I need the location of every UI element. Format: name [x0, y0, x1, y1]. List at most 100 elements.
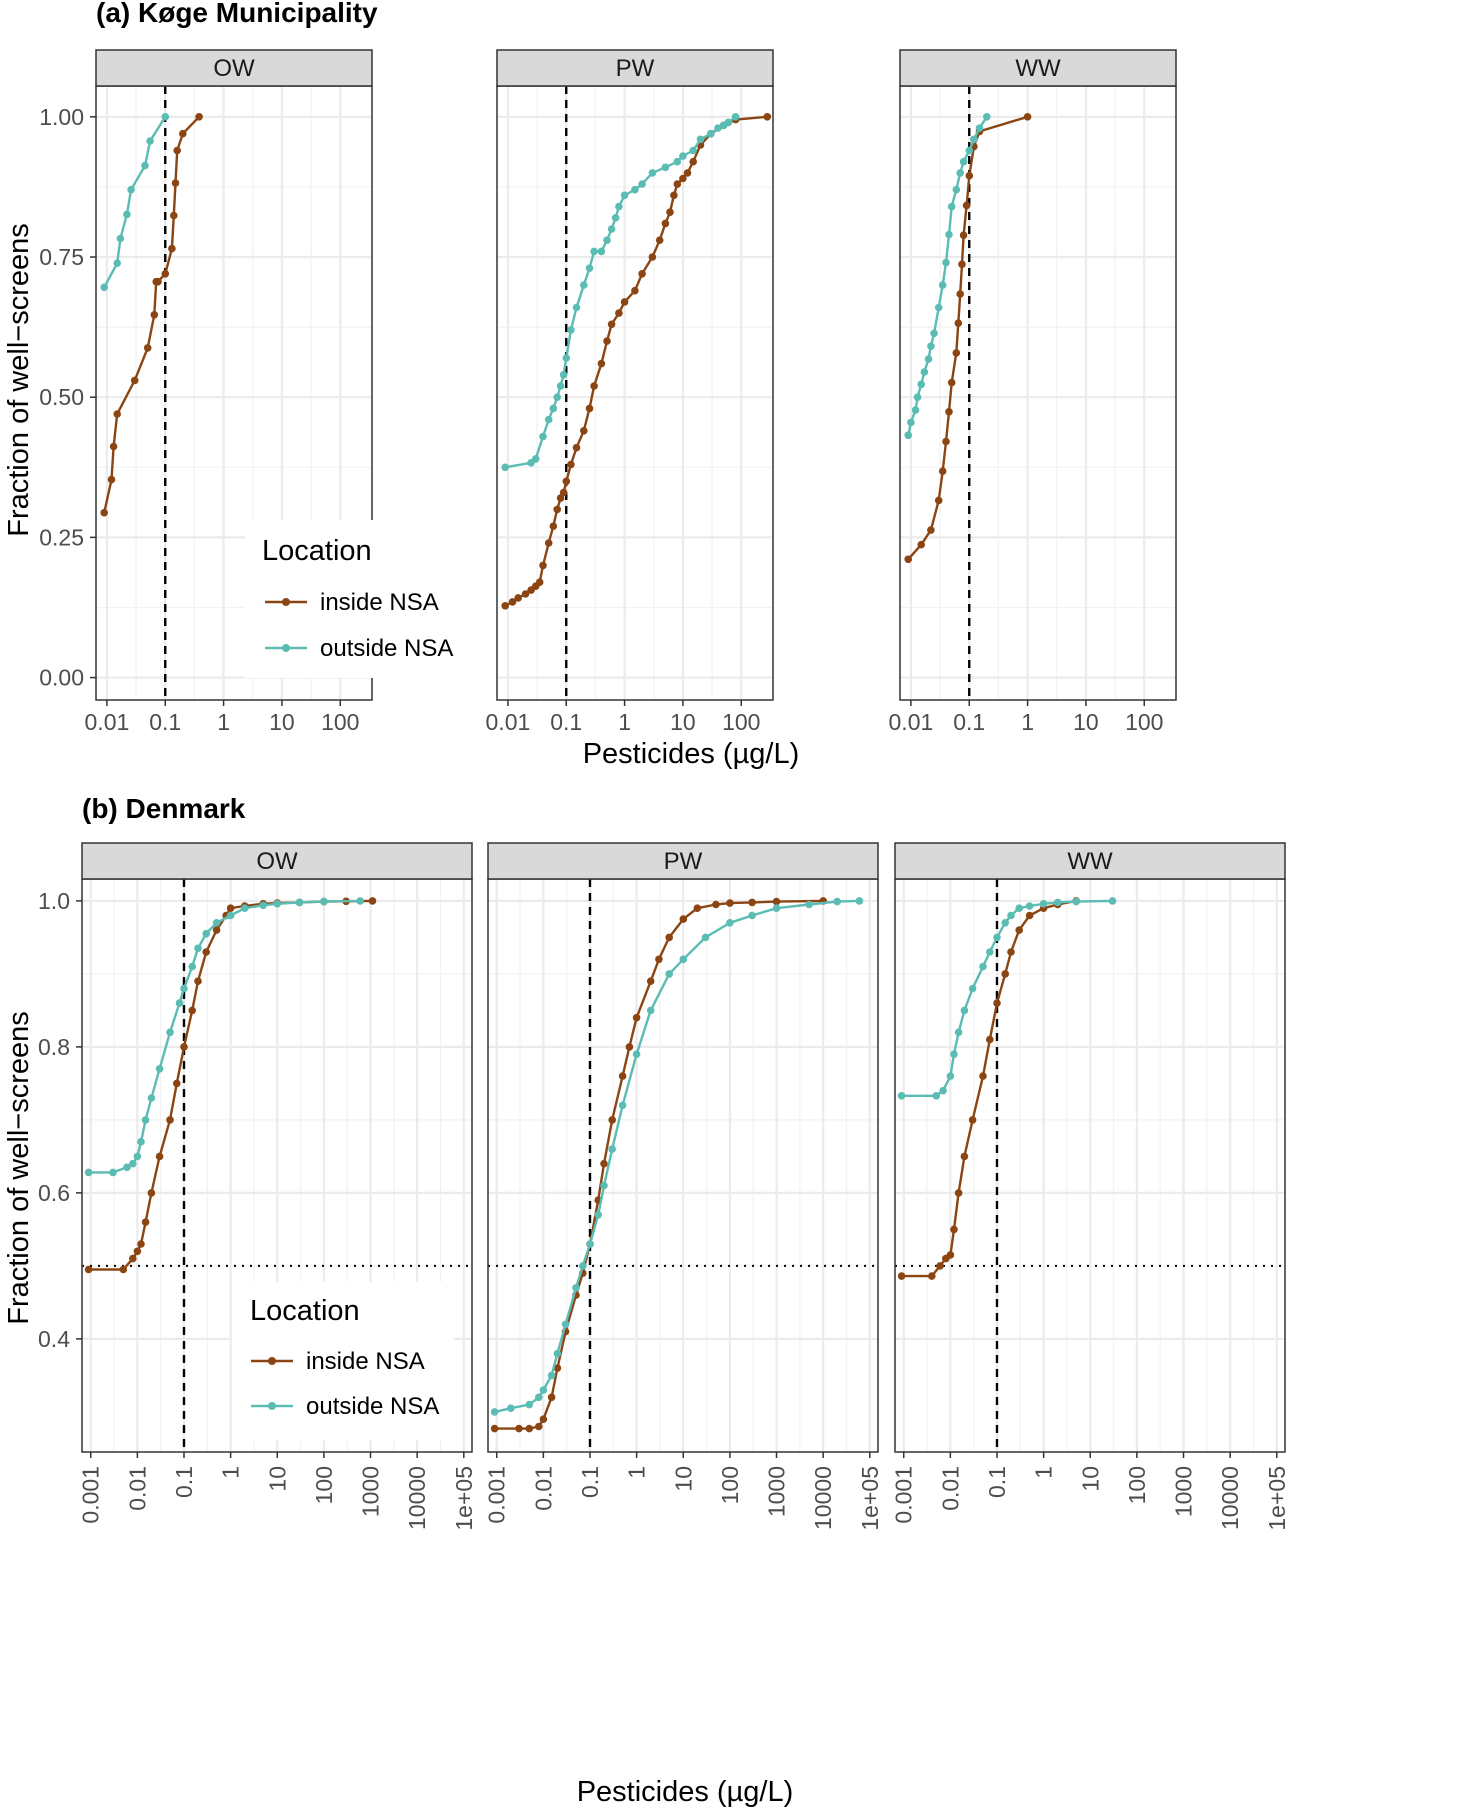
series-line — [907, 115, 1028, 561]
x-tick-label: 10000 — [1217, 1466, 1243, 1530]
data-point — [514, 594, 522, 602]
data-point — [952, 349, 961, 357]
data-point — [586, 1240, 594, 1248]
data-point — [161, 270, 170, 278]
series-outside-nsa — [897, 897, 1117, 1100]
data-point — [947, 202, 956, 211]
series-line — [504, 115, 737, 469]
legend-title: Location — [250, 1295, 360, 1327]
data-point — [170, 211, 178, 220]
chart-title: (a) Køge Municipality — [96, 0, 378, 28]
data-point — [180, 1043, 188, 1051]
y-tick-label: 1.0 — [38, 888, 70, 914]
data-point — [661, 219, 670, 228]
data-point — [655, 236, 664, 244]
strip-label: PW — [664, 848, 703, 875]
data-point — [646, 1006, 655, 1015]
data-point — [615, 202, 623, 211]
data-point — [603, 236, 611, 244]
series-outside-nsa — [904, 113, 991, 440]
data-point — [679, 152, 687, 160]
data-point — [632, 1050, 641, 1058]
data-point — [618, 1072, 627, 1080]
data-point — [625, 1043, 634, 1051]
legend-key-point — [282, 598, 290, 606]
data-point — [962, 201, 971, 210]
x-tick-label: 1e+05 — [451, 1466, 477, 1531]
data-point — [580, 281, 588, 289]
x-tick-label: 10 — [264, 1466, 290, 1492]
data-point — [917, 380, 925, 389]
data-point — [608, 1116, 616, 1124]
legend-item-inside-nsa: inside NSA — [265, 589, 439, 616]
y-tick-label: 0.8 — [38, 1034, 70, 1060]
data-point — [939, 1086, 947, 1095]
data-point — [137, 1138, 145, 1146]
data-point — [561, 1320, 570, 1329]
data-point — [897, 1272, 906, 1280]
x-tick-label: 0.1 — [953, 709, 985, 735]
data-point — [960, 1006, 969, 1015]
data-point — [539, 561, 547, 570]
data-point — [194, 944, 202, 953]
data-point — [956, 169, 964, 177]
strip-background — [496, 49, 774, 87]
x-tick-label: 1 — [217, 709, 230, 735]
data-point — [600, 1181, 608, 1190]
data-point — [572, 1284, 580, 1292]
data-point — [714, 124, 722, 132]
data-point — [579, 1262, 587, 1270]
data-point — [562, 477, 571, 486]
data-point — [924, 355, 933, 363]
data-point — [590, 382, 598, 390]
data-point — [585, 404, 594, 413]
panel-pw: PW 0.001 0.01 0.1 1 10 100 1000 10000 1e+05 — [484, 842, 883, 1531]
data-point — [1108, 897, 1117, 905]
data-point — [1007, 948, 1015, 956]
x-tick-label: 1000 — [764, 1466, 790, 1517]
x-tick-label: 10 — [670, 709, 696, 735]
series-inside-nsa — [100, 113, 203, 517]
data-point — [549, 404, 558, 413]
legend-label: inside NSA — [320, 589, 439, 616]
strip-background — [81, 842, 473, 880]
legend-label: outside NSA — [320, 635, 453, 662]
data-point — [897, 1092, 906, 1100]
y-tick-label: 0.00 — [39, 665, 84, 691]
data-point — [1007, 911, 1015, 920]
strip-label: WW — [1015, 55, 1061, 82]
data-point — [580, 427, 588, 435]
data-point — [521, 590, 530, 598]
data-point — [567, 326, 575, 334]
data-point — [155, 1152, 164, 1161]
data-point — [1023, 113, 1032, 121]
series-inside-nsa — [490, 897, 827, 1433]
data-point — [670, 191, 678, 200]
data-point — [947, 378, 956, 387]
legend-key-point — [268, 1402, 276, 1410]
data-point — [194, 977, 202, 985]
data-point — [572, 303, 581, 312]
x-tick-label: 10 — [1073, 709, 1099, 735]
x-tick-label: 100 — [1124, 1466, 1150, 1504]
data-point — [553, 1364, 562, 1372]
data-point — [585, 264, 594, 273]
data-point — [673, 157, 682, 166]
x-tick-label: 0.001 — [484, 1466, 510, 1524]
data-point — [535, 1393, 543, 1402]
y-tick-label: 1.00 — [39, 104, 84, 130]
data-point — [665, 933, 673, 942]
data-point — [666, 208, 674, 216]
data-point — [956, 290, 964, 298]
data-point — [1015, 926, 1023, 934]
data-point — [707, 129, 715, 138]
data-point — [632, 1013, 641, 1022]
legend-key-point — [268, 1357, 276, 1365]
data-point — [611, 214, 620, 222]
data-point — [535, 1422, 543, 1431]
data-point — [553, 1349, 562, 1358]
data-point — [549, 522, 558, 530]
data-point — [195, 113, 203, 121]
data-point — [155, 1065, 164, 1073]
data-point — [952, 185, 961, 194]
